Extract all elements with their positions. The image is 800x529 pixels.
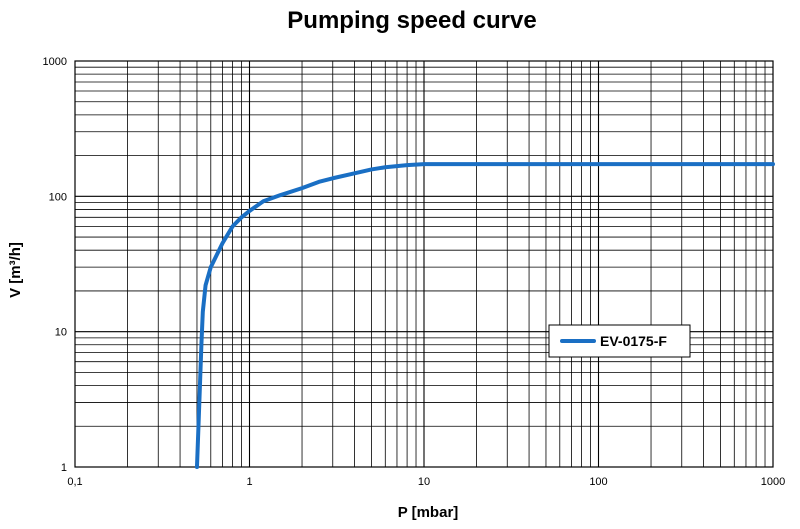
y-tick-label: 10 <box>55 327 67 339</box>
plot-area-border <box>74 60 774 468</box>
chart-axes <box>74 60 774 468</box>
series-layer <box>194 162 775 469</box>
legend-label: EV-0175-F <box>600 333 667 349</box>
x-axis-label: P [mbar] <box>398 504 459 521</box>
chart-grid <box>75 61 773 467</box>
x-tick-label: 100 <box>589 476 607 488</box>
y-axis-label: V [m³/h] <box>7 242 24 298</box>
y-tick-label: 100 <box>49 191 67 203</box>
x-tick-labels: 0,1 1 10 100 1000 <box>67 476 785 488</box>
x-tick-label: 10 <box>418 476 430 488</box>
x-tick-label: 1 <box>246 476 252 488</box>
chart-legend: EV-0175-F <box>548 324 691 358</box>
y-tick-label: 1000 <box>43 56 67 68</box>
y-tick-label: 1 <box>61 462 67 474</box>
x-tick-label: 1000 <box>761 476 785 488</box>
series-line-ev-0175-f <box>194 162 775 469</box>
chart-title: Pumping speed curve <box>287 7 536 34</box>
y-tick-labels: 1 10 100 1000 <box>43 56 67 474</box>
x-tick-label: 0,1 <box>67 476 82 488</box>
